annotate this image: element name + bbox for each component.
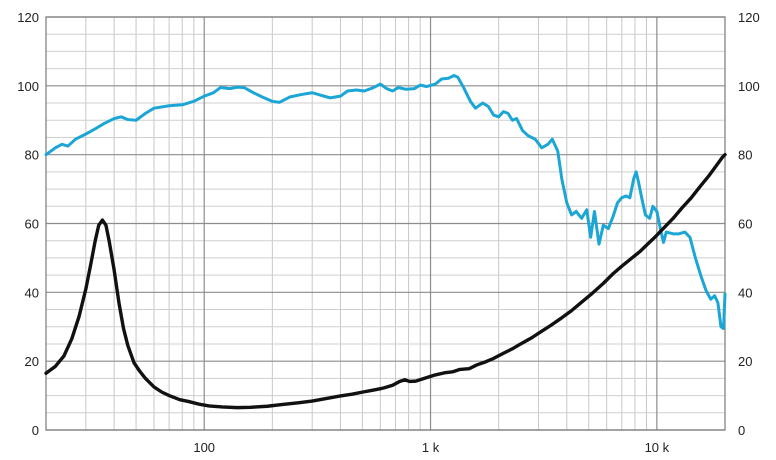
left-y-tick-labels: 0 20 40 60 80 100 120	[17, 10, 39, 438]
y-tick-label-right: 40	[738, 285, 752, 300]
y-tick-label-left: 40	[25, 285, 39, 300]
y-tick-label-left: 60	[25, 217, 39, 232]
y-tick-label-right: 100	[738, 79, 760, 94]
y-tick-label-left: 120	[17, 10, 39, 25]
series-line-blue	[44, 74, 727, 330]
y-tick-label-left: 0	[32, 423, 39, 438]
y-tick-label-right: 0	[738, 423, 745, 438]
y-tick-label-left: 100	[17, 79, 39, 94]
y-tick-label-left: 20	[25, 354, 39, 369]
series-line-black	[44, 152, 727, 410]
major-gridlines	[46, 16, 725, 431]
x-tick-labels: 100 1 k 10 k	[193, 440, 669, 455]
plot-frame	[45, 16, 726, 431]
y-tick-label-right: 20	[738, 354, 752, 369]
x-tick-label: 100	[193, 440, 215, 455]
y-tick-label-right: 120	[738, 10, 760, 25]
x-tick-label: 1 k	[422, 440, 440, 455]
x-tick-label: 10 k	[645, 440, 670, 455]
y-tick-label-right: 80	[738, 148, 752, 163]
plot-border	[45, 16, 726, 431]
y-tick-label-right: 60	[738, 217, 752, 232]
y-tick-label-left: 80	[25, 148, 39, 163]
right-y-tick-labels: 0 20 40 60 80 100 120	[738, 10, 760, 438]
series-layer	[44, 74, 727, 410]
